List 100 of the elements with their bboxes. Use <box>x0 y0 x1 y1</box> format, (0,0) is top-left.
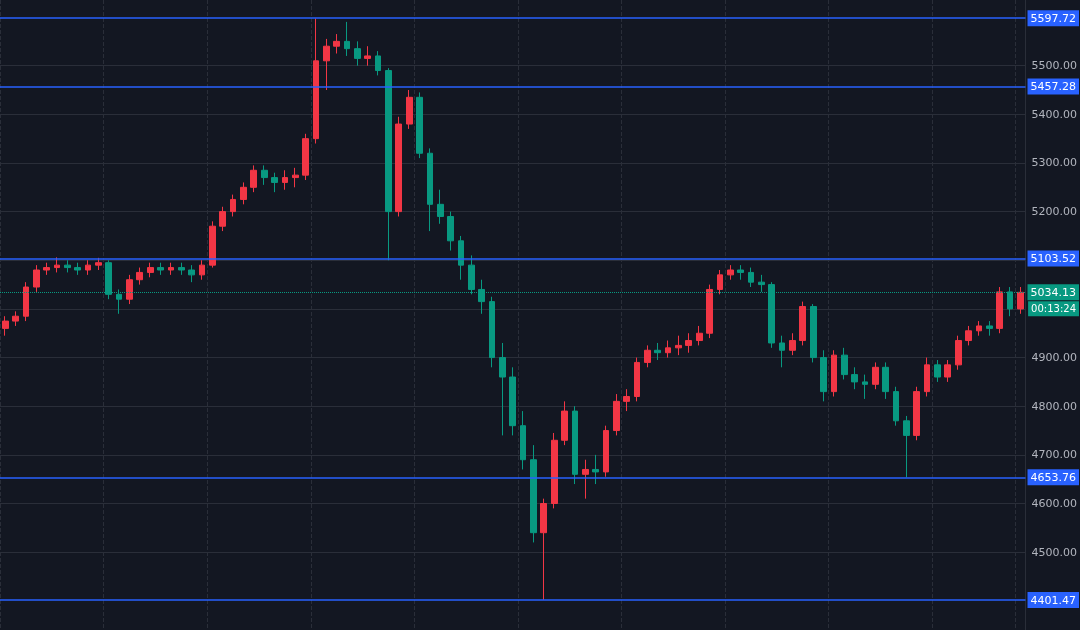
ref-line-label: 5103.52 <box>1030 252 1077 266</box>
candlestick <box>654 342 661 361</box>
candlestick <box>209 220 216 269</box>
candlestick <box>551 432 558 509</box>
candlestick <box>727 264 734 281</box>
y-tick-label: 4900.00 <box>1031 351 1078 365</box>
y-tick-label: 4500.00 <box>1031 545 1078 559</box>
candlestick <box>147 262 154 278</box>
candlestick <box>986 320 993 337</box>
candlestick <box>499 342 506 436</box>
y-tick-label: 5300.00 <box>1031 156 1078 170</box>
y-tick-label: 5500.00 <box>1031 59 1078 73</box>
candlestick <box>717 269 723 295</box>
candlestick <box>74 262 81 276</box>
candlestick <box>271 172 278 193</box>
candlestick <box>696 325 703 346</box>
candlestick <box>520 410 526 470</box>
candlestick <box>996 286 1003 334</box>
candlestick <box>23 281 29 322</box>
candlestick <box>282 169 288 191</box>
candlestick <box>489 296 495 368</box>
y-tick-label: 5400.00 <box>1031 107 1078 121</box>
candlestick <box>261 164 268 186</box>
candlestick <box>375 50 381 76</box>
ref-line-label: 4401.47 <box>1030 593 1077 607</box>
candlestick <box>292 167 299 188</box>
candlestick <box>872 361 879 390</box>
candlestick <box>623 388 630 412</box>
candlestick <box>33 264 40 293</box>
candlestick <box>437 189 444 225</box>
text: 00:13:24 <box>1031 302 1077 314</box>
candlestick <box>458 235 464 281</box>
candlestick <box>924 357 930 397</box>
candlestick <box>230 194 236 217</box>
candlestick <box>199 259 205 281</box>
candlestick <box>12 310 19 327</box>
candlestick <box>416 91 423 159</box>
candlestick <box>509 366 516 436</box>
ref-line-label: 5034.13 <box>1030 285 1077 299</box>
candlestick <box>561 400 568 446</box>
candlestick <box>530 444 537 543</box>
candlestick <box>333 33 340 55</box>
candlestick <box>43 262 50 276</box>
candlestick <box>540 498 547 601</box>
candlestick <box>706 284 713 339</box>
candlestick <box>748 267 754 288</box>
candlestick <box>395 116 402 217</box>
candlestick <box>2 315 9 337</box>
candlestick <box>882 361 889 400</box>
candlestick <box>976 320 982 337</box>
candlestick <box>944 359 951 383</box>
candlestick <box>344 21 350 57</box>
candlestick <box>644 344 651 368</box>
candlestick <box>758 274 765 293</box>
y-tick-label: 4700.00 <box>1031 448 1078 462</box>
candlestick <box>136 267 143 286</box>
candlestick <box>385 67 392 261</box>
candlestick <box>427 147 433 232</box>
candlestick <box>799 301 806 346</box>
candlestick <box>572 405 578 485</box>
candlestick <box>354 40 361 67</box>
candlestick <box>913 386 920 441</box>
candlestick <box>779 335 785 368</box>
candlestick <box>188 264 195 283</box>
candlestick <box>675 335 682 356</box>
candlestick <box>168 262 174 276</box>
candlestick <box>178 262 185 276</box>
candlestick <box>1017 286 1024 315</box>
candlestick <box>582 459 589 500</box>
y-tick-label: 4600.00 <box>1031 497 1078 511</box>
candlestick <box>685 332 692 354</box>
candlestick <box>955 335 962 371</box>
candlestick <box>240 181 247 205</box>
candlestick <box>323 38 330 91</box>
candlestick <box>95 257 102 271</box>
candlestick <box>592 454 599 485</box>
candlestick <box>447 211 454 252</box>
candlestick <box>851 366 858 390</box>
candlestick <box>665 340 671 359</box>
candlestick <box>810 303 817 363</box>
y-tick-label: 4800.00 <box>1031 399 1078 413</box>
candlestick <box>831 349 837 397</box>
candlestick <box>364 45 371 67</box>
candlestick <box>903 415 910 478</box>
candlestick <box>406 89 413 130</box>
candlestick <box>64 259 71 273</box>
candlestick <box>250 164 257 193</box>
candlestick <box>862 374 868 400</box>
candlestick <box>219 206 226 232</box>
candlestick <box>157 262 164 276</box>
candlestick <box>634 357 640 402</box>
candlestick <box>54 256 60 273</box>
candlestick <box>820 349 827 402</box>
ref-line-label: 5457.28 <box>1030 79 1077 93</box>
candlestick <box>934 359 941 383</box>
candlestick <box>85 259 91 276</box>
candlestick <box>965 325 972 346</box>
y-tick-label: 5200.00 <box>1031 205 1078 219</box>
candlestick <box>302 133 309 181</box>
candlestick <box>841 347 848 380</box>
